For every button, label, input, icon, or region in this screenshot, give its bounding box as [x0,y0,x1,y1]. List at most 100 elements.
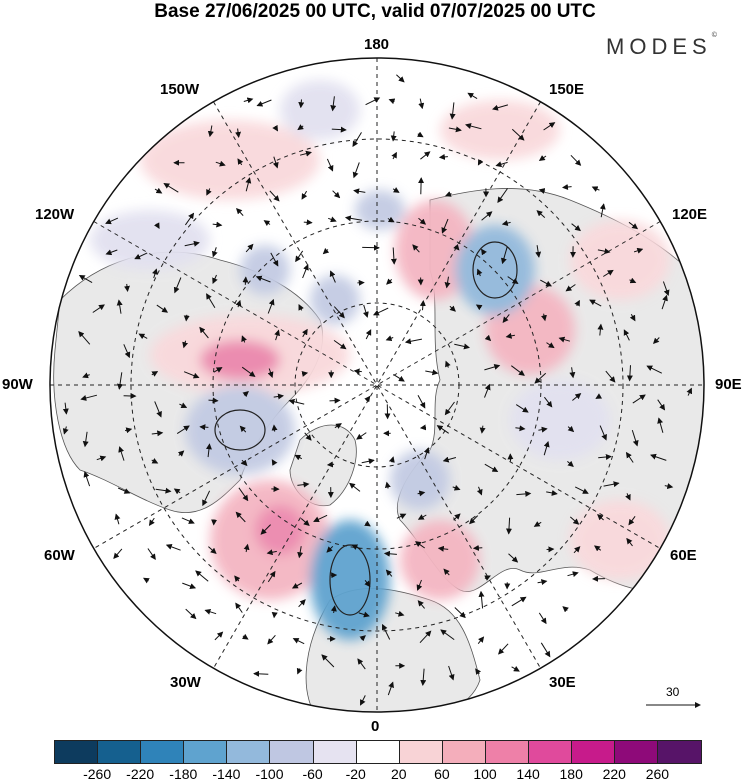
wind-arrow [330,605,337,613]
map-boundary [49,57,705,713]
wind-arrow [206,293,216,309]
colorbar-tick-label: -100 [255,766,284,782]
wind-arrow [207,125,214,138]
wind-arrow [235,299,242,308]
wind-arrow [235,128,242,138]
wind-arrow [208,546,217,554]
wind-arrow [417,490,426,497]
wind-arrow [533,521,542,527]
wind-arrow [540,642,551,658]
wind-arrow [237,158,244,166]
wind-arrow [385,569,393,577]
wind-arrow [453,244,460,251]
wind-arrow [322,247,330,255]
wind-arrow [271,424,278,432]
lon-label-120e: 120E [672,206,708,223]
positive-anomaly [570,220,670,300]
wind-arrow [326,545,334,553]
wind-arrow [117,372,124,390]
wind-arrow [589,299,602,307]
wind-arrow [505,332,515,339]
colorbar-tick-label: 140 [516,766,540,782]
contour-lines [214,241,518,616]
wind-arrow [386,278,393,285]
positive-anomaly [200,340,280,380]
wind-arrow [626,537,633,547]
wind-arrow [436,425,449,434]
wind-arrow [329,270,336,283]
wind-vectors [62,74,693,706]
wind-arrow [507,276,519,284]
wind-arrow [212,274,218,285]
wind-arrow [562,183,572,190]
colorbar [54,740,703,764]
wind-arrow [78,330,91,345]
wind-arrow [535,245,542,258]
lon-label-90e: 90E [715,376,742,393]
wind-arrow [538,188,546,194]
wind-arrow [372,307,389,316]
wind-arrow [650,453,667,461]
wind-arrow [333,339,347,350]
wind-arrow [593,545,602,552]
wind-arrow [510,365,525,376]
wind-arrow [476,486,483,496]
colorbar-cell [485,741,530,763]
wind-arrow [241,459,248,467]
wind-arrow [138,333,148,340]
colorbar-cell [658,741,702,763]
wind-arrow [597,323,604,336]
wind-arrow [124,427,133,434]
colorbar-tick-label: -180 [169,766,198,782]
wind-arrow [181,517,195,524]
wind-arrow [537,579,548,586]
wind-arrow [396,74,405,83]
wind-arrow [484,383,491,398]
wind-arrow [292,638,305,645]
wind-arrow [384,481,391,489]
wind-arrow [113,548,123,560]
wind-arrow [151,371,159,377]
wind-arrow [288,398,305,405]
colorbar-tick-label: 100 [473,766,497,782]
wind-arrow [274,329,280,341]
wind-arrow [184,240,200,247]
wind-arrow [183,314,190,322]
wind-arrow [304,432,312,441]
wind-arrow [352,132,362,148]
wind-arrow [151,430,164,437]
wind-arrow [444,191,452,197]
wind-arrow [234,575,241,582]
wind-arrow [256,99,272,107]
wind-arrow [449,305,456,312]
wind-arrow [416,579,423,591]
wind-arrow [662,281,670,297]
colorbar-cell [227,741,271,763]
wind-arrow [453,513,461,521]
wind-arrow [653,337,660,345]
wind-arrow [326,158,334,172]
wind-arrow [177,450,185,457]
wind-arrow [321,654,335,668]
wind-arrow [484,463,499,473]
colorbar-tick-label: -140 [212,766,241,782]
wind-arrow [105,249,118,256]
wind-arrow [241,633,249,640]
wind-arrow [213,367,223,373]
colorbar-tick-label: 180 [559,766,583,782]
wind-arrow [241,335,247,343]
wind-arrow [631,429,639,447]
negative-anomaly [280,80,360,140]
wind-arrow [330,96,337,112]
wind-arrow [105,217,119,225]
wind-arrow [253,670,269,677]
wind-arrow [572,393,582,401]
wind-arrow [359,635,366,642]
colorbar-cell [529,741,573,763]
wind-arrow [134,252,148,260]
wind-arrow [623,329,630,341]
wind-arrow [625,451,634,463]
wind-arrow [438,153,448,160]
wind-arrow [603,269,614,277]
colorbar-tick-label: 260 [645,766,670,782]
